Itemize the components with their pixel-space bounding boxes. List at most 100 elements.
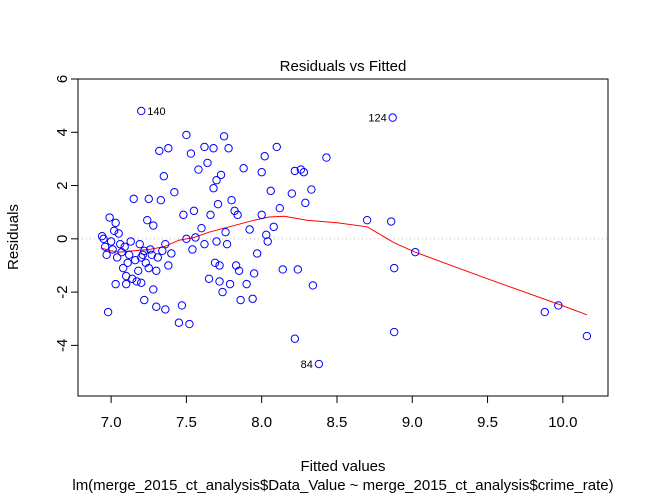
y-tick-label: 2 — [54, 181, 71, 189]
data-point — [189, 206, 199, 216]
data-point — [167, 249, 176, 258]
data-point — [200, 142, 209, 152]
x-tick-label: 10.0 — [548, 414, 577, 431]
y-tick-label: -4 — [54, 339, 71, 352]
data-point — [105, 213, 114, 222]
x-tick-label: 9.5 — [477, 414, 498, 431]
data-point — [121, 279, 131, 289]
data-point — [109, 226, 119, 236]
data-point — [206, 210, 215, 220]
data-point — [114, 229, 123, 238]
y-axis-label: Residuals — [5, 204, 22, 270]
data-point — [156, 196, 166, 205]
data-point — [252, 249, 262, 258]
data-point — [161, 239, 170, 249]
smooth-line — [101, 215, 588, 316]
data-point — [257, 210, 266, 220]
data-point — [120, 242, 129, 252]
data-point — [164, 261, 173, 270]
data-point — [299, 168, 309, 177]
data-point — [540, 307, 549, 317]
data-point — [389, 327, 399, 337]
y-axis: -4 -2 0 2 4 6 — [54, 75, 79, 352]
data-point — [301, 198, 310, 208]
data-point — [262, 230, 271, 240]
data-point — [179, 210, 188, 220]
points-group — [97, 106, 592, 369]
data-point — [188, 245, 197, 254]
data-point — [386, 217, 396, 226]
x-axis-label: Fitted values — [300, 458, 385, 475]
data-point — [227, 196, 236, 205]
data-point — [290, 166, 300, 176]
data-point — [204, 274, 214, 283]
data-point — [224, 144, 233, 153]
data-point — [275, 203, 284, 213]
data-point — [112, 253, 122, 262]
y-tick-label: -2 — [54, 285, 71, 298]
data-point — [155, 146, 164, 156]
data-point — [138, 250, 147, 260]
data-point — [278, 265, 287, 274]
data-point — [287, 189, 297, 198]
data-point — [322, 153, 331, 162]
point-label: 124 — [368, 113, 386, 125]
data-point — [111, 218, 120, 228]
data-point — [296, 165, 306, 174]
data-point — [143, 215, 152, 225]
data-point — [149, 285, 158, 294]
data-point — [203, 158, 212, 168]
data-point — [272, 142, 281, 152]
data-point — [182, 130, 191, 140]
data-point — [153, 253, 163, 262]
data-point — [126, 237, 135, 246]
data-point — [137, 106, 146, 116]
data-point — [554, 301, 563, 310]
data-point — [293, 265, 303, 274]
data-point — [215, 277, 224, 286]
data-point — [100, 242, 110, 252]
x-tick-label: 8.5 — [327, 414, 348, 431]
data-point — [257, 168, 266, 177]
data-point — [170, 188, 179, 197]
data-point — [249, 269, 259, 278]
data-point — [210, 258, 220, 268]
data-point — [137, 278, 146, 287]
data-point — [194, 165, 203, 174]
data-point — [124, 250, 134, 260]
data-point — [213, 200, 223, 209]
data-point — [164, 144, 173, 153]
x-axis: 7.0 7.5 8.0 8.5 9.0 9.5 10.0 — [101, 395, 577, 431]
data-point — [209, 184, 218, 193]
data-point — [161, 305, 170, 314]
data-point — [140, 295, 149, 305]
point-labels-group: 140 124 84 — [147, 106, 386, 371]
x-tick-label: 8.0 — [251, 414, 272, 431]
data-point — [174, 318, 184, 327]
x-tick-label: 9.0 — [402, 414, 423, 431]
data-point — [242, 279, 251, 289]
data-point — [219, 132, 229, 141]
data-point — [222, 239, 232, 249]
data-point — [269, 222, 278, 232]
data-point — [128, 274, 137, 283]
data-point — [239, 164, 248, 173]
data-point — [152, 302, 161, 311]
data-point — [307, 185, 316, 194]
y-tick-label: 6 — [54, 75, 71, 83]
data-point — [388, 113, 397, 122]
data-point — [149, 221, 158, 230]
data-point — [182, 234, 191, 244]
data-point — [152, 266, 161, 275]
point-label: 84 — [301, 359, 313, 371]
data-point — [212, 176, 221, 185]
data-point — [216, 170, 226, 180]
data-point — [135, 239, 144, 249]
data-point — [290, 334, 300, 343]
data-point — [146, 245, 155, 254]
chart-title: Residuals vs Fitted — [280, 58, 407, 75]
y-tick-label: 0 — [54, 235, 71, 243]
data-point — [221, 227, 230, 237]
data-point — [185, 319, 194, 329]
